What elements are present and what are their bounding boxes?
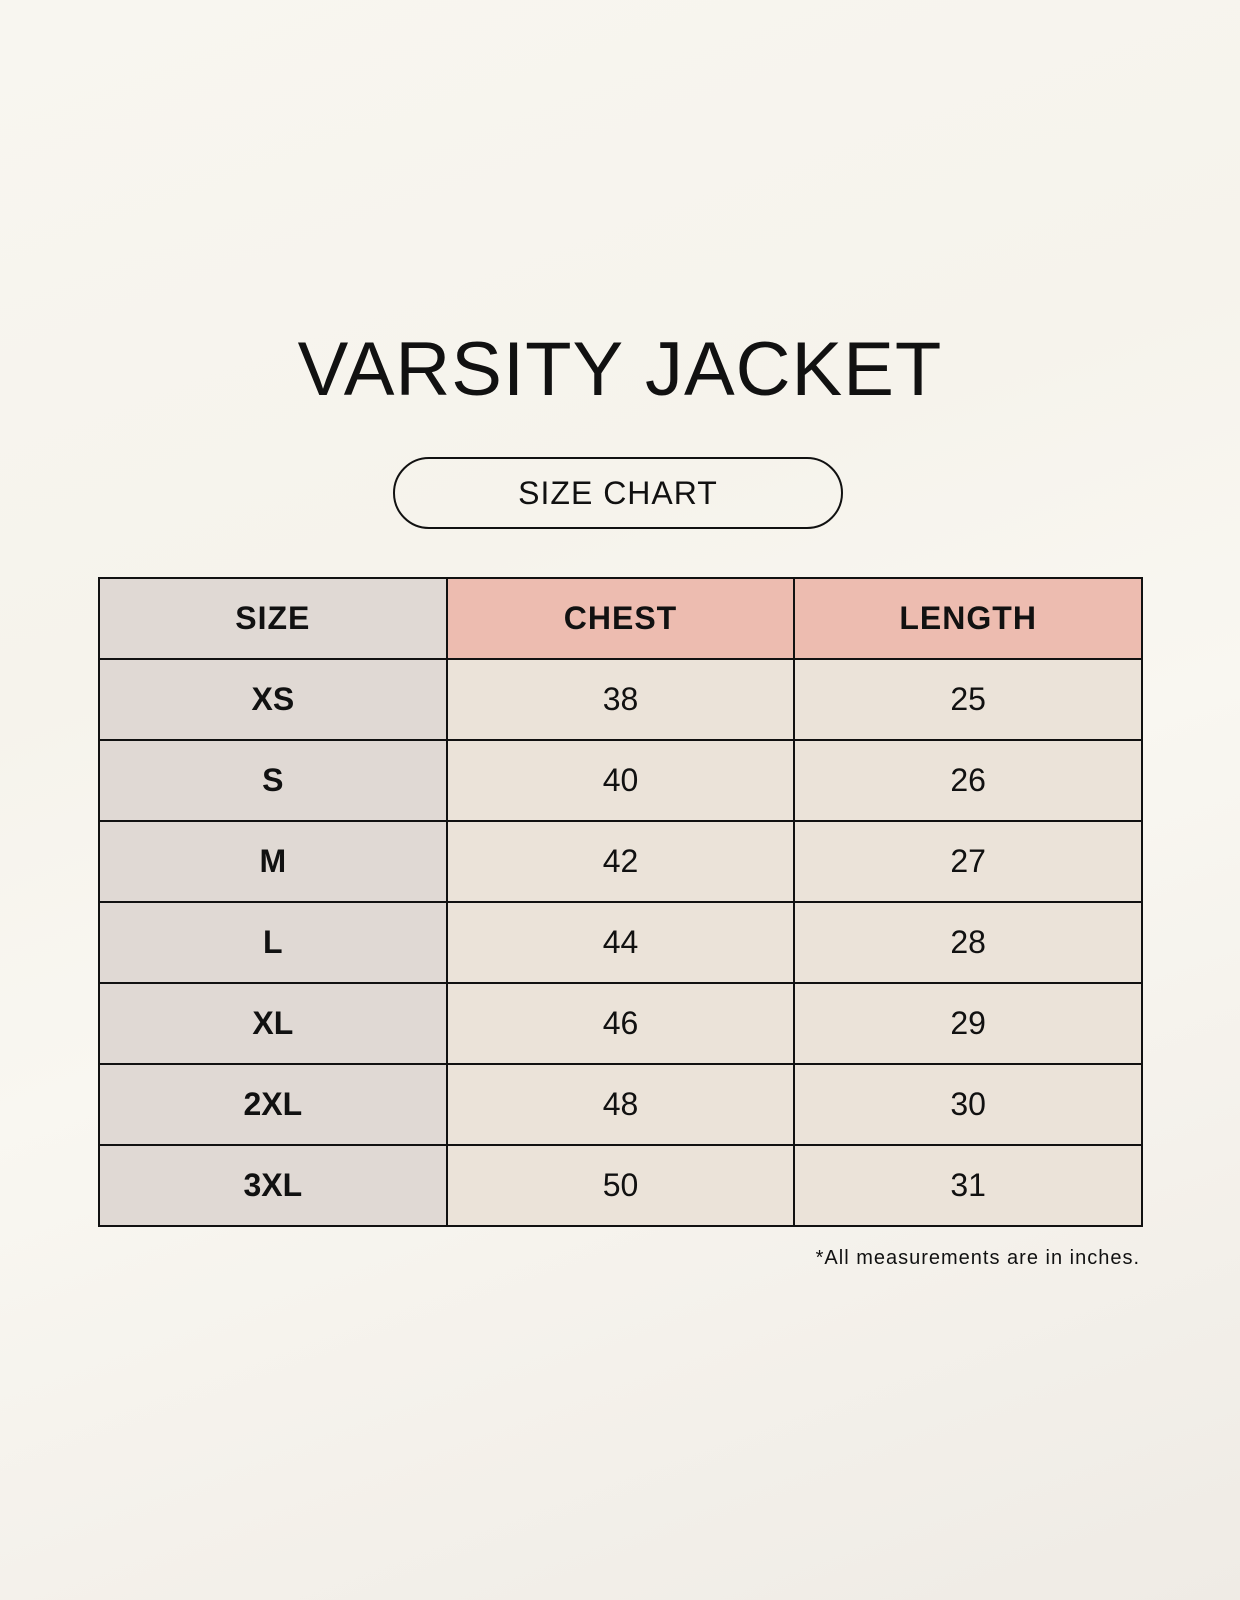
cell-chest: 38: [445, 658, 796, 741]
table-row: XS 38 25: [98, 658, 1143, 741]
cell-size: L: [98, 901, 448, 984]
header-size: SIZE: [98, 577, 448, 660]
cell-size: XS: [98, 658, 448, 741]
cell-length: 25: [793, 658, 1143, 741]
cell-chest: 48: [445, 1063, 796, 1146]
cell-chest: 42: [445, 820, 796, 903]
cell-length: 30: [793, 1063, 1143, 1146]
table-row: L 44 28: [98, 901, 1143, 984]
table-row: 3XL 50 31: [98, 1144, 1143, 1227]
cell-length: 29: [793, 982, 1143, 1065]
cell-size: M: [98, 820, 448, 903]
header-chest: CHEST: [445, 577, 796, 660]
table-row: S 40 26: [98, 739, 1143, 822]
table-row: M 42 27: [98, 820, 1143, 903]
cell-size: S: [98, 739, 448, 822]
cell-length: 26: [793, 739, 1143, 822]
cell-chest: 50: [445, 1144, 796, 1227]
table-row: 2XL 48 30: [98, 1063, 1143, 1146]
table-header-row: SIZE CHEST LENGTH: [98, 577, 1143, 660]
cell-chest: 40: [445, 739, 796, 822]
table-row: XL 46 29: [98, 982, 1143, 1065]
cell-length: 27: [793, 820, 1143, 903]
cell-length: 28: [793, 901, 1143, 984]
cell-chest: 46: [445, 982, 796, 1065]
page-title: VARSITY JACKET: [297, 327, 943, 412]
size-table: SIZE CHEST LENGTH XS 38 25 S 40 26 M 42 27 L 44 28 X…: [98, 577, 1143, 1227]
footnote: *All measurements are in inches.: [815, 1247, 1140, 1269]
size-chart-badge: SIZE CHART: [393, 457, 843, 529]
cell-length: 31: [793, 1144, 1143, 1227]
header-length: LENGTH: [793, 577, 1143, 660]
cell-size: 2XL: [98, 1063, 448, 1146]
cell-size: XL: [98, 982, 448, 1065]
cell-chest: 44: [445, 901, 796, 984]
cell-size: 3XL: [98, 1144, 448, 1227]
